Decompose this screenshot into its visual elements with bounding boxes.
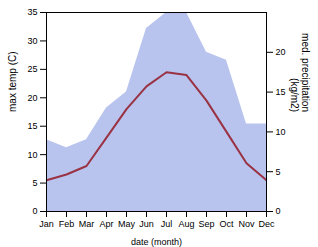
svg-text:Feb: Feb [59,219,75,229]
svg-text:med. precipitation(kg/m2): med. precipitation(kg/m2) [289,33,311,112]
svg-text:0: 0 [32,206,37,216]
svg-text:date (month): date (month) [131,237,182,247]
svg-text:Aug: Aug [178,219,194,229]
svg-text:30: 30 [27,36,37,46]
svg-text:25: 25 [27,64,37,74]
svg-text:15: 15 [276,87,286,97]
svg-text:0: 0 [276,206,281,216]
svg-text:max temp (C): max temp (C) [7,51,18,112]
svg-text:15: 15 [27,121,37,131]
svg-text:May: May [118,219,136,229]
svg-text:20: 20 [27,93,37,103]
svg-text:10: 10 [276,127,286,137]
svg-text:5: 5 [276,167,281,177]
svg-text:Dec: Dec [258,219,275,229]
svg-text:35: 35 [27,7,37,17]
svg-text:20: 20 [276,47,286,57]
svg-text:Nov: Nov [238,219,255,229]
svg-text:Oct: Oct [219,219,234,229]
svg-text:10: 10 [27,150,37,160]
svg-text:Apr: Apr [99,219,113,229]
svg-text:Jan: Jan [39,219,54,229]
svg-text:Jun: Jun [139,219,154,229]
svg-text:Mar: Mar [79,219,95,229]
svg-text:Jul: Jul [161,219,173,229]
svg-text:5: 5 [32,178,37,188]
svg-text:Sep: Sep [198,219,214,229]
